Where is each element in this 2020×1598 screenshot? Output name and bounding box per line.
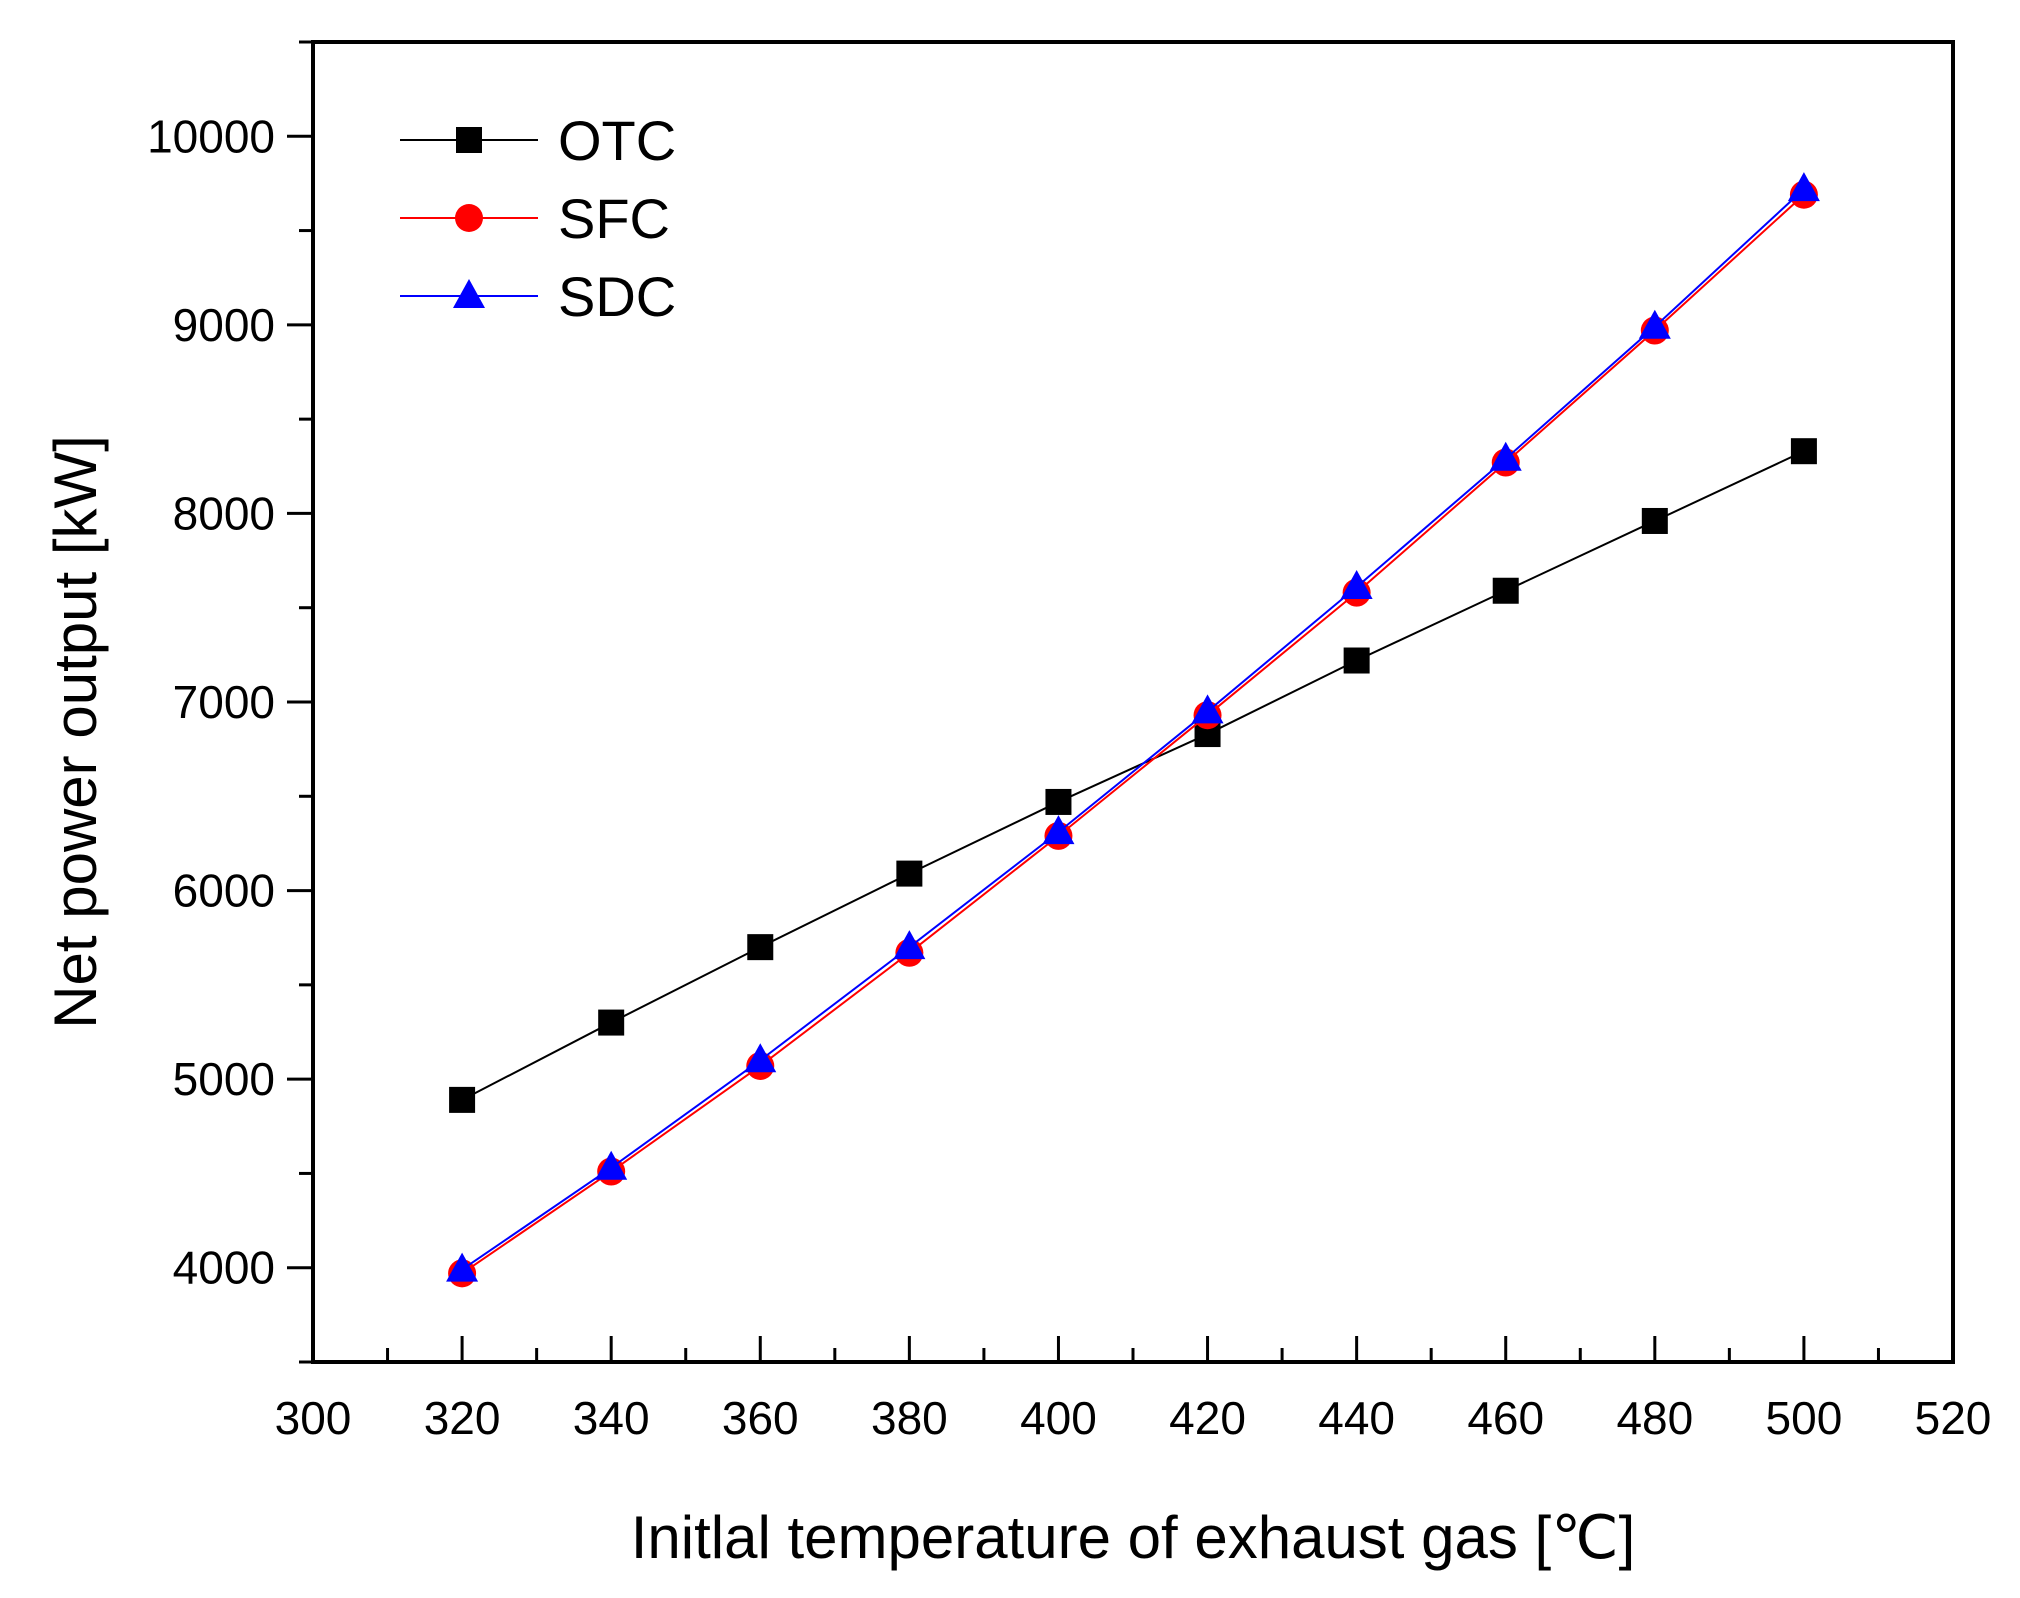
series-line-otc bbox=[461, 450, 1805, 1101]
series-line-sfc bbox=[461, 194, 1805, 1275]
y-tick-label: 5000 bbox=[173, 1053, 275, 1105]
legend-item-otc: OTC bbox=[400, 109, 676, 172]
legend: OTC SFC SDC bbox=[400, 109, 676, 328]
series-layer bbox=[446, 172, 1820, 1288]
data-point-sdc bbox=[595, 1150, 628, 1180]
data-point-otc bbox=[1045, 788, 1072, 815]
data-point-sdc bbox=[1340, 569, 1373, 599]
y-tick-label: 4000 bbox=[173, 1242, 275, 1294]
x-axis-title: Initlal temperature of exhaust gas [℃] bbox=[631, 1504, 1636, 1571]
x-tick-label: 460 bbox=[1467, 1392, 1544, 1444]
x-tick-label: 300 bbox=[275, 1392, 352, 1444]
legend-item-sdc: SDC bbox=[400, 265, 676, 328]
legend-marker-sfc bbox=[455, 204, 483, 232]
x-tick-label: 380 bbox=[871, 1392, 948, 1444]
x-tick-label: 360 bbox=[722, 1392, 799, 1444]
series-sdc bbox=[446, 172, 1820, 1282]
y-tick-label: 8000 bbox=[173, 487, 275, 539]
data-point-otc bbox=[1790, 438, 1817, 465]
data-point-otc bbox=[1492, 577, 1519, 604]
legend-label-sdc: SDC bbox=[558, 265, 676, 328]
y-axis-ticks bbox=[287, 40, 313, 1364]
data-point-sdc bbox=[1489, 441, 1522, 471]
y-tick-label: 7000 bbox=[173, 676, 275, 728]
data-point-sdc bbox=[1787, 172, 1820, 202]
data-point-otc bbox=[896, 860, 923, 887]
data-point-otc bbox=[747, 934, 774, 961]
x-tick-label: 400 bbox=[1020, 1392, 1097, 1444]
data-point-sdc bbox=[744, 1043, 777, 1073]
legend-marker-sdc bbox=[453, 279, 485, 308]
x-axis-tick-labels: 300 320 340 360 380 400 420 440 460 480 500 520 bbox=[275, 1392, 1992, 1444]
data-point-sdc bbox=[1191, 694, 1224, 724]
data-point-sdc bbox=[446, 1252, 479, 1282]
x-tick-label: 520 bbox=[1915, 1392, 1992, 1444]
data-point-otc bbox=[449, 1086, 476, 1113]
series-otc bbox=[449, 438, 1817, 1113]
x-tick-label: 340 bbox=[573, 1392, 650, 1444]
data-point-otc bbox=[598, 1009, 625, 1036]
x-tick-label: 320 bbox=[424, 1392, 501, 1444]
legend-item-sfc: SFC bbox=[400, 187, 670, 250]
data-point-sdc bbox=[1638, 309, 1671, 339]
y-axis-tick-labels: 4000 5000 6000 7000 8000 9000 10000 bbox=[147, 110, 275, 1293]
x-axis-ticks bbox=[311, 1336, 1955, 1362]
x-tick-label: 500 bbox=[1766, 1392, 1843, 1444]
data-point-otc bbox=[1641, 507, 1668, 534]
x-tick-label: 440 bbox=[1318, 1392, 1395, 1444]
data-point-otc bbox=[1343, 647, 1370, 674]
legend-label-sfc: SFC bbox=[558, 187, 670, 250]
series-line-sdc bbox=[461, 188, 1805, 1271]
y-tick-label: 9000 bbox=[173, 299, 275, 351]
x-tick-label: 480 bbox=[1616, 1392, 1693, 1444]
y-tick-label: 6000 bbox=[173, 865, 275, 917]
y-tick-label: 10000 bbox=[147, 110, 275, 162]
legend-label-otc: OTC bbox=[558, 109, 676, 172]
data-point-sdc bbox=[1042, 815, 1075, 845]
x-tick-label: 420 bbox=[1169, 1392, 1246, 1444]
legend-marker-otc bbox=[456, 127, 482, 153]
data-point-sdc bbox=[893, 930, 926, 960]
y-axis-title: Net power output [kW] bbox=[42, 435, 109, 1029]
